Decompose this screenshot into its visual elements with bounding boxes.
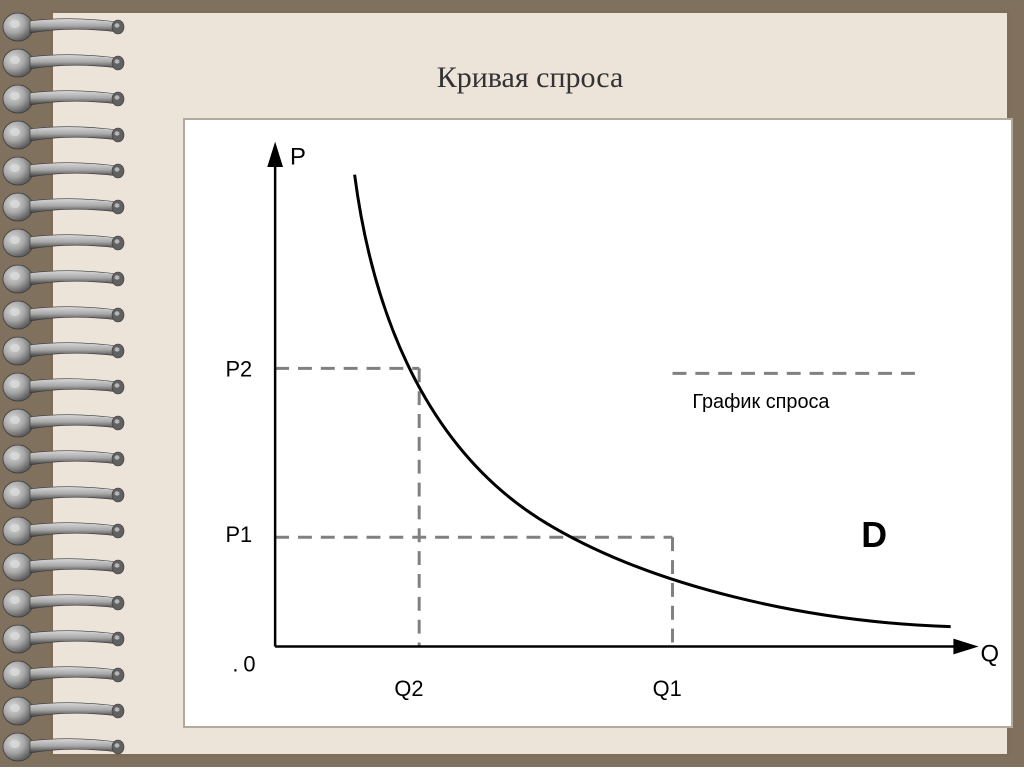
spiral-ring [0,658,130,690]
demand-curve [355,175,951,627]
y-axis-label: P [290,144,306,171]
spiral-ring [0,334,130,366]
curve-d-label: D [861,515,887,555]
spiral-ring [0,586,130,618]
demand-curve-chart: P Q 0 P1 P2 Q1 Q2 D График спроса. [185,120,1011,726]
spiral-ring [0,514,130,546]
spiral-ring [0,190,130,222]
spiral-ring [0,694,130,726]
p2-label: P2 [225,356,252,381]
spiral-binding [0,0,130,767]
spiral-ring [0,730,130,762]
chart-container: P Q 0 P1 P2 Q1 Q2 D График спроса. [183,118,1013,728]
slide-frame: Кривая спроса P Q 0 P1 P2 Q1 Q2 D График спроса. [0,0,1024,767]
spiral-ring [0,478,130,510]
spiral-ring [0,370,130,402]
x-axis-label: Q [980,640,999,667]
spiral-ring [0,10,130,42]
origin-label: 0 [243,651,255,676]
reference-lines [275,368,672,646]
p1-label: P1 [225,522,252,547]
spiral-ring [0,406,130,438]
chart-labels: P Q 0 P1 P2 Q1 Q2 D График спроса. [225,144,999,701]
spiral-ring [0,118,130,150]
spiral-ring [0,550,130,582]
chart-title: Кривая спроса [437,61,624,95]
legend-text: График спроса [692,391,830,413]
page-area: Кривая спроса P Q 0 P1 P2 Q1 Q2 D График спроса. [50,10,1010,757]
spiral-ring [0,298,130,330]
spiral-ring [0,154,130,186]
spiral-ring [0,442,130,474]
origin-dot: . [232,651,238,676]
spiral-ring [0,622,130,654]
spiral-ring [0,262,130,294]
spiral-ring [0,226,130,258]
spiral-ring [0,46,130,78]
q1-label: Q1 [653,676,682,701]
spiral-ring [0,82,130,114]
axes [269,146,975,653]
q2-label: Q2 [394,676,423,701]
